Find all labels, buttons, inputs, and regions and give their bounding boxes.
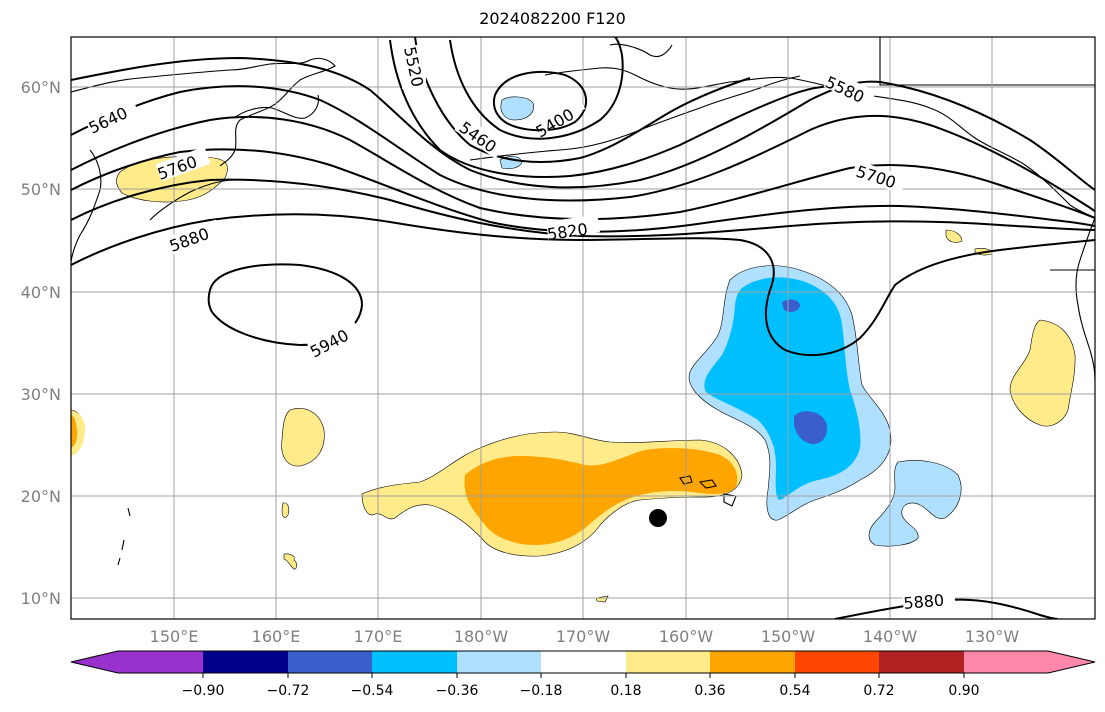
contour-5820	[71, 178, 1095, 238]
lon-axis: 150°E 160°E 170°E 180°W 170°W 160°W 150°…	[150, 627, 1020, 646]
coastline-kuril	[149, 179, 236, 221]
coastline-canada-border	[879, 37, 1095, 271]
negative-anomaly-extreme	[782, 299, 800, 313]
negative-anomaly-extreme	[794, 411, 828, 445]
lon-tick-label: 170°E	[354, 627, 403, 646]
contour-label: 5700	[854, 162, 899, 193]
colorbar-outline	[70, 650, 1096, 674]
colorbar: −0.90 −0.72 −0.54 −0.36 −0.18 0.18 0.36 …	[70, 650, 1096, 699]
colorbar-tick-label: 0.72	[863, 683, 894, 699]
coastline-west-america	[1075, 217, 1095, 381]
coastlines	[71, 37, 1095, 566]
colorbar-tick-label: 0.54	[779, 683, 810, 699]
lon-tick-label: 180°W	[454, 627, 509, 646]
lat-tick-label: 10°N	[21, 589, 61, 608]
contour-5400-closed	[492, 70, 588, 132]
contour-label: 5880	[903, 591, 945, 613]
positive-anomaly-patch	[281, 408, 325, 467]
lon-tick-label: 130°W	[965, 627, 1020, 646]
lon-tick-label: 160°W	[659, 627, 714, 646]
colorbar-segment	[964, 651, 1048, 673]
positive-anomaly-patch	[595, 595, 609, 603]
contour-inner-5400	[449, 37, 624, 140]
colorbar-segment	[288, 651, 372, 673]
negative-anomaly-core	[704, 277, 861, 500]
positive-anomaly-patch	[71, 410, 86, 456]
lon-tick-label: 170°W	[556, 627, 611, 646]
colorbar-segment	[203, 651, 288, 673]
lat-tick-label: 60°N	[21, 78, 61, 97]
positive-anomaly-patch	[281, 502, 290, 518]
lat-tick-label: 30°N	[21, 385, 61, 404]
colorbar-tick-label: 0.90	[948, 683, 979, 699]
coastline-aleutians	[469, 75, 801, 161]
lat-tick-label: 50°N	[21, 180, 61, 199]
colorbar-tick-label: −0.36	[436, 683, 479, 699]
colorbar-segment	[626, 651, 710, 673]
negative-anomaly-patch	[500, 96, 534, 121]
lon-tick-label: 150°W	[761, 627, 816, 646]
contour-5880-north	[71, 213, 1095, 357]
colorbar-segment	[879, 651, 964, 673]
graticule	[71, 37, 1095, 619]
storm-center-marker	[649, 509, 667, 527]
colorbar-segment	[118, 651, 203, 673]
colorbar-extend-low	[71, 651, 118, 673]
colorbar-tick-label: 0.18	[610, 683, 641, 699]
colorbar-tick-label: −0.18	[520, 683, 563, 699]
lon-tick-label: 160°E	[252, 627, 301, 646]
contour-5520	[389, 39, 856, 178]
colorbar-segment	[710, 651, 795, 673]
contour-5880-south	[834, 598, 1059, 619]
colorbar-tick-label: −0.54	[351, 683, 394, 699]
colorbar-segment	[541, 651, 626, 673]
negative-anomaly-patch	[868, 460, 962, 547]
coastline-mariana	[117, 507, 131, 566]
colorbar-tick-label: −0.72	[267, 683, 310, 699]
coastline-alaska	[544, 67, 1095, 219]
colorbar-tick-label: 0.36	[694, 683, 725, 699]
contour-5640	[71, 85, 1095, 213]
colorbar-segment	[372, 651, 457, 673]
colorbar-extend-high	[1048, 651, 1095, 673]
lat-tick-label: 20°N	[21, 487, 61, 506]
coastline-islands-bering	[609, 43, 673, 58]
colorbar-segment	[457, 651, 541, 673]
lon-tick-label: 140°W	[863, 627, 918, 646]
positive-anomaly-patch	[1009, 319, 1076, 427]
coastline-asia	[71, 57, 336, 167]
positive-anomaly-patch	[283, 553, 297, 570]
lat-axis: 60°N 50°N 40°N 30°N 20°N 10°N	[21, 78, 61, 608]
figure-title: 2024082200 F120	[479, 9, 626, 28]
contour-label: 5940	[307, 326, 352, 362]
coastline-hawaii	[679, 475, 737, 507]
coastline-japan-kuril	[71, 149, 102, 263]
anomaly-shading	[71, 96, 1076, 603]
lat-tick-label: 40°N	[21, 283, 61, 302]
contour-5580	[71, 56, 1095, 191]
contour-5460	[414, 37, 751, 163]
map-frame	[70, 36, 1096, 620]
positive-anomaly-patch	[945, 229, 963, 243]
coastline-kamchatka	[233, 94, 319, 119]
lon-tick-label: 150°E	[150, 627, 199, 646]
colorbar-segment	[795, 651, 879, 673]
colorbar-tick-label: −0.90	[182, 683, 225, 699]
